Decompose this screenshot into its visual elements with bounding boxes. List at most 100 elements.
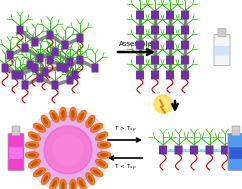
FancyBboxPatch shape — [166, 70, 174, 80]
Ellipse shape — [79, 113, 84, 120]
FancyBboxPatch shape — [205, 146, 213, 154]
FancyBboxPatch shape — [12, 70, 18, 80]
FancyBboxPatch shape — [136, 56, 144, 64]
FancyBboxPatch shape — [37, 53, 44, 63]
Ellipse shape — [97, 152, 111, 159]
Ellipse shape — [52, 113, 57, 120]
FancyBboxPatch shape — [9, 147, 23, 159]
FancyBboxPatch shape — [31, 37, 38, 46]
Text: Assemble: Assemble — [119, 41, 153, 47]
Ellipse shape — [43, 118, 48, 125]
FancyBboxPatch shape — [166, 11, 174, 19]
Ellipse shape — [25, 142, 39, 149]
Ellipse shape — [93, 125, 100, 130]
FancyBboxPatch shape — [61, 64, 68, 73]
FancyBboxPatch shape — [190, 146, 198, 154]
Ellipse shape — [79, 180, 84, 187]
FancyBboxPatch shape — [136, 40, 144, 50]
FancyBboxPatch shape — [56, 63, 63, 71]
FancyBboxPatch shape — [61, 40, 68, 50]
Ellipse shape — [88, 118, 93, 125]
Ellipse shape — [50, 110, 59, 123]
Text: T > T$_{sp}$: T > T$_{sp}$ — [114, 125, 136, 135]
FancyBboxPatch shape — [67, 75, 74, 84]
FancyBboxPatch shape — [181, 56, 189, 64]
FancyBboxPatch shape — [181, 11, 189, 19]
Ellipse shape — [41, 115, 50, 128]
Ellipse shape — [95, 159, 108, 168]
Ellipse shape — [86, 115, 95, 128]
Circle shape — [154, 95, 172, 113]
Ellipse shape — [61, 182, 65, 189]
FancyBboxPatch shape — [214, 35, 230, 65]
FancyBboxPatch shape — [215, 46, 229, 56]
FancyBboxPatch shape — [181, 40, 189, 50]
Ellipse shape — [69, 179, 76, 189]
FancyBboxPatch shape — [136, 11, 144, 19]
FancyBboxPatch shape — [67, 57, 74, 67]
FancyBboxPatch shape — [46, 56, 53, 64]
FancyBboxPatch shape — [174, 146, 182, 154]
FancyBboxPatch shape — [12, 126, 20, 136]
Ellipse shape — [41, 172, 50, 185]
Ellipse shape — [97, 142, 111, 149]
FancyBboxPatch shape — [181, 26, 189, 35]
Ellipse shape — [28, 132, 41, 141]
Ellipse shape — [33, 168, 46, 177]
Ellipse shape — [86, 172, 95, 185]
FancyBboxPatch shape — [52, 47, 59, 57]
FancyBboxPatch shape — [151, 26, 159, 35]
FancyBboxPatch shape — [31, 64, 38, 73]
FancyBboxPatch shape — [166, 40, 174, 50]
Circle shape — [34, 116, 102, 184]
Ellipse shape — [71, 110, 75, 118]
Ellipse shape — [60, 179, 67, 189]
Ellipse shape — [69, 107, 76, 121]
Circle shape — [158, 99, 168, 109]
Circle shape — [26, 108, 110, 189]
Ellipse shape — [25, 152, 39, 159]
Ellipse shape — [88, 175, 93, 182]
Ellipse shape — [28, 159, 41, 168]
Ellipse shape — [36, 125, 43, 130]
FancyBboxPatch shape — [229, 147, 242, 159]
FancyBboxPatch shape — [91, 64, 98, 73]
Ellipse shape — [100, 143, 108, 147]
FancyBboxPatch shape — [151, 70, 159, 80]
FancyBboxPatch shape — [8, 133, 24, 171]
FancyBboxPatch shape — [166, 56, 174, 64]
FancyBboxPatch shape — [166, 26, 174, 35]
Circle shape — [53, 135, 83, 165]
FancyBboxPatch shape — [151, 56, 159, 64]
FancyBboxPatch shape — [232, 126, 240, 136]
FancyBboxPatch shape — [46, 30, 53, 40]
FancyBboxPatch shape — [16, 70, 23, 80]
Ellipse shape — [90, 168, 103, 177]
Ellipse shape — [77, 177, 86, 189]
Ellipse shape — [98, 161, 105, 166]
Ellipse shape — [33, 123, 46, 132]
Ellipse shape — [61, 110, 65, 118]
Ellipse shape — [60, 107, 67, 121]
FancyBboxPatch shape — [16, 26, 23, 35]
Ellipse shape — [100, 153, 108, 157]
FancyBboxPatch shape — [41, 67, 48, 77]
FancyBboxPatch shape — [228, 133, 242, 171]
FancyBboxPatch shape — [221, 146, 229, 154]
Ellipse shape — [77, 110, 86, 123]
Ellipse shape — [28, 153, 36, 157]
FancyBboxPatch shape — [7, 50, 14, 60]
FancyBboxPatch shape — [136, 70, 144, 80]
Ellipse shape — [31, 161, 38, 166]
Text: T < T$_{sp}$: T < T$_{sp}$ — [114, 163, 136, 173]
Ellipse shape — [90, 123, 103, 132]
Ellipse shape — [50, 177, 59, 189]
FancyBboxPatch shape — [52, 81, 59, 90]
FancyBboxPatch shape — [76, 56, 83, 64]
FancyBboxPatch shape — [159, 146, 167, 154]
FancyBboxPatch shape — [76, 33, 83, 43]
Ellipse shape — [71, 182, 75, 189]
FancyBboxPatch shape — [71, 70, 78, 80]
FancyBboxPatch shape — [27, 60, 33, 70]
Ellipse shape — [28, 143, 36, 147]
